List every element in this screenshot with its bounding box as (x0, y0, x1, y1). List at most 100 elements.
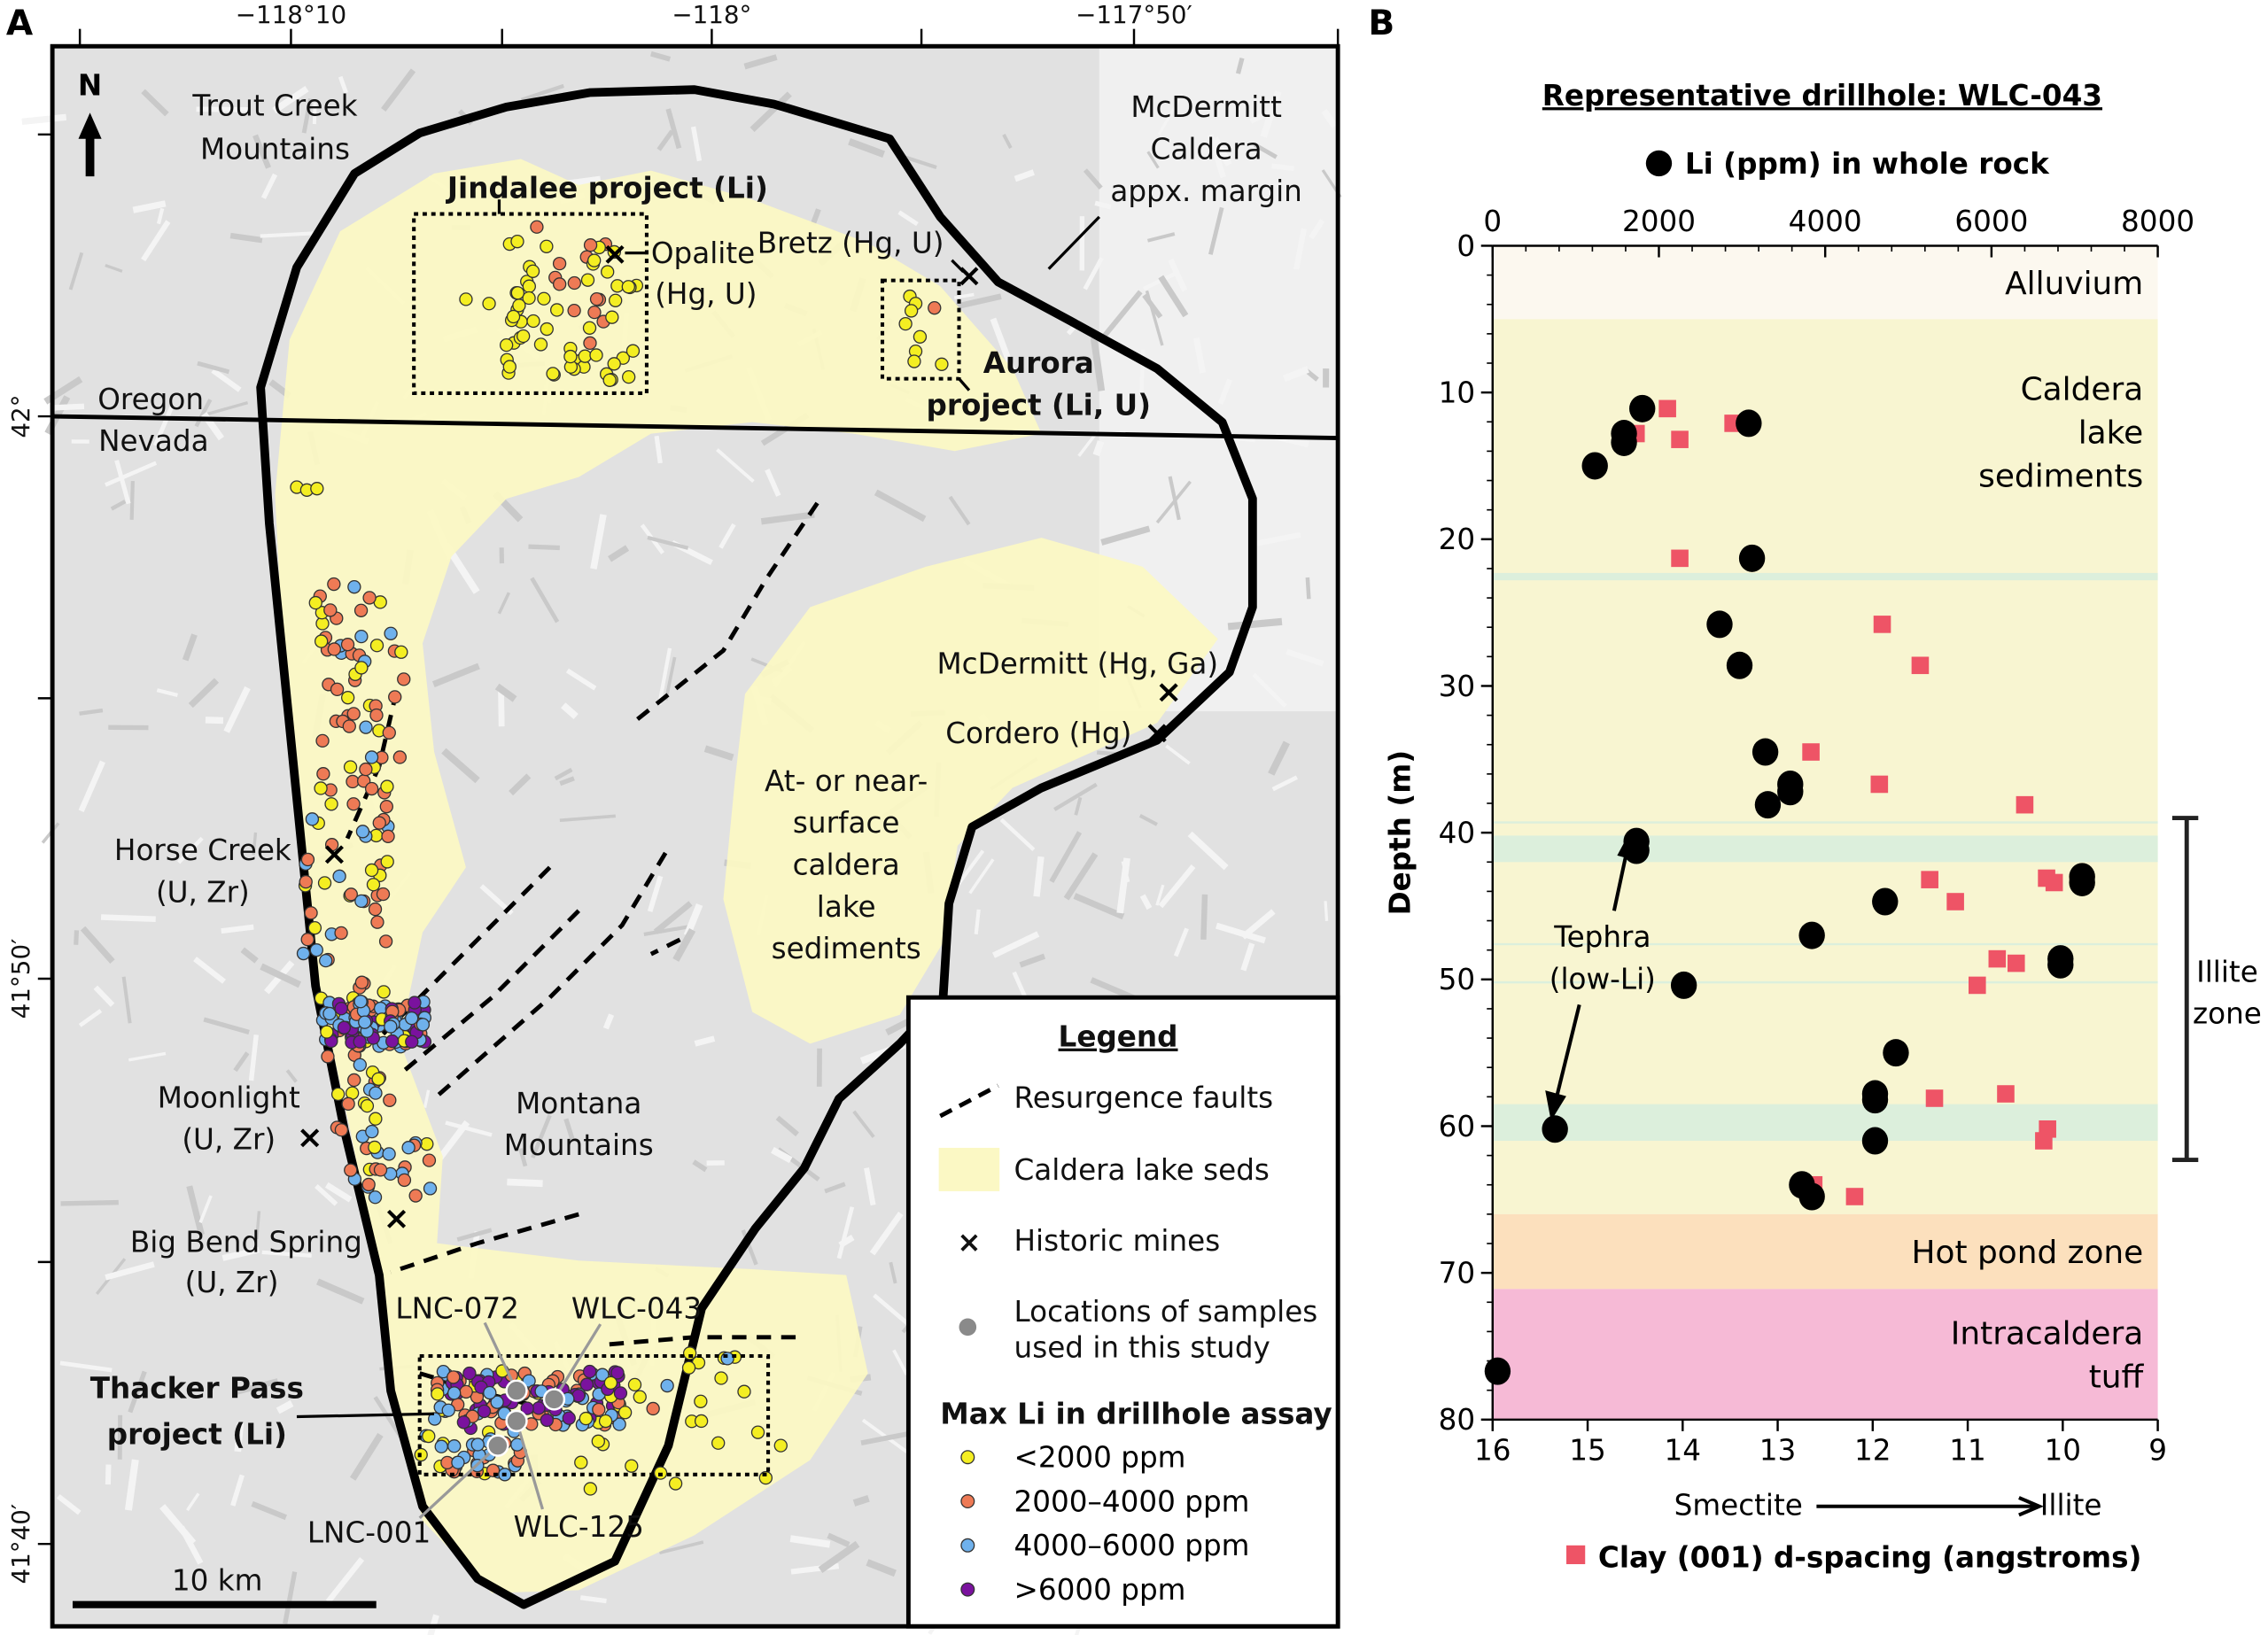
lake-seds-label: sediments (772, 932, 921, 965)
chart-marks (1484, 394, 2095, 1385)
hillshade-stroke (276, 1399, 294, 1414)
mine-moonlight-icon: × (297, 1120, 323, 1156)
clay-legend-marker (1566, 1545, 1586, 1565)
hillshade-stroke (836, 1206, 855, 1259)
drillhole-point (737, 1384, 751, 1399)
hillshade-stroke (1254, 531, 1301, 547)
hillshade-stroke (647, 535, 689, 550)
drillhole-point (314, 781, 328, 795)
tephra-band (1492, 572, 2158, 581)
hillshade-stroke (903, 155, 937, 169)
drillhole-point (420, 1136, 434, 1151)
hillshade-stroke (1014, 169, 1035, 182)
montana-label: Montana (516, 1087, 641, 1120)
chart-axes: 0 10 20 30 40 50 60 70 80 0 2000 4000 6000 8000 16 15 14… (1439, 205, 2194, 1467)
hillshade-stroke (1049, 831, 1083, 883)
drillhole-point (334, 926, 348, 941)
hillshade-stroke (827, 1532, 850, 1548)
oregon-nevada-state-line (52, 414, 1339, 440)
mine-mcdermitt-icon: × (1155, 674, 1182, 710)
drillhole-point (668, 1476, 683, 1491)
hillshade-stroke (1101, 290, 1143, 338)
lake-seds-label: lake (817, 890, 876, 924)
map-frame (50, 43, 1340, 1629)
hillshade-stroke (1305, 577, 1311, 600)
drillhole-point (388, 690, 402, 704)
drillhole-point (694, 1414, 709, 1429)
drillhole-point (327, 577, 341, 592)
drillhole-point (621, 369, 636, 384)
drillhole-chart: Representative drillhole: WLC-043 Li (pp… (1384, 79, 2262, 1574)
tephra-arrows (1545, 830, 1639, 1121)
hillshade-stroke (445, 1120, 493, 1137)
drillhole-point (347, 1073, 361, 1088)
hillshade-stroke (110, 500, 127, 511)
y-tick-label: 10 (1439, 376, 1476, 410)
hillshade-stroke (866, 1559, 897, 1577)
drillhole-point (567, 275, 582, 291)
hillshade-stroke (1216, 922, 1266, 944)
zone-label: Intracaldera (1951, 1316, 2143, 1352)
hillshade-stroke (765, 469, 781, 497)
drillhole-point (589, 291, 604, 306)
drillhole-point (598, 1414, 613, 1429)
hillshade-stroke (177, 836, 204, 864)
hillshade-stroke (114, 460, 131, 505)
li-ppm-point (1861, 1086, 1889, 1114)
drillhole-point (595, 1368, 610, 1382)
clay-d-spacing-point (1671, 549, 1689, 568)
drillhole-point (592, 1402, 606, 1417)
hillshade-stroke (559, 776, 575, 787)
li-ppm-point (1542, 1115, 1568, 1143)
hillshade-stroke (178, 1525, 204, 1565)
li-class-swatch (960, 1538, 975, 1553)
li-ppm-point (1754, 791, 1782, 819)
hillshade-stroke (21, 113, 67, 125)
drillhole-point (587, 253, 602, 267)
drillhole-point (307, 920, 322, 935)
drillhole-point (579, 1377, 594, 1391)
drillhole-point (355, 825, 370, 839)
drillhole-point (365, 1124, 379, 1139)
hillshade-stroke (1063, 852, 1099, 901)
north-label: N (78, 69, 102, 103)
drillhole-point (382, 725, 396, 740)
drillhole-point (378, 934, 393, 949)
drillhole-point (533, 337, 548, 352)
lon-tick-label: −117°50′ (1076, 0, 1192, 29)
drillhole-point (408, 996, 422, 1010)
drillhole-point (447, 1439, 462, 1453)
drillhole-point (408, 1189, 423, 1203)
hillshade-stroke (518, 1148, 528, 1167)
thacker-pass-project-box (417, 1353, 771, 1476)
drillhole-point (371, 1072, 385, 1086)
bottom-tick-label: 11 (1949, 1434, 1986, 1468)
hillshade-stroke (579, 1595, 607, 1604)
hillshade-stroke (1187, 831, 1229, 871)
clay-d-spacing-point (1946, 893, 1964, 910)
hillshade-stroke (194, 399, 213, 428)
drillhole-point (898, 316, 913, 331)
li-ppm-point (1484, 1357, 1511, 1385)
drillhole-point (522, 291, 536, 306)
hillshade-stroke (852, 1110, 875, 1138)
hillshade-stroke (1282, 366, 1309, 383)
drillhole-point (380, 779, 394, 794)
x-axis-label-right: Illite (2040, 1489, 2102, 1523)
hillshade-stroke (1211, 136, 1232, 167)
hillshade-stroke (951, 293, 1002, 311)
hillshade-stroke (1253, 143, 1278, 159)
drillhole-point (510, 286, 525, 300)
drillhole-point (383, 1093, 397, 1107)
hillshade-stroke (1100, 525, 1151, 546)
north-arrow-icon (78, 112, 102, 177)
panel-b-letter: B (1368, 4, 1394, 43)
hillshade-stroke (325, 1557, 365, 1604)
drillhole-point (299, 874, 313, 889)
drillhole-point (364, 781, 379, 796)
hillshade-stroke (656, 129, 674, 151)
hillshade-stroke (654, 435, 663, 464)
hillshade-stroke (1002, 133, 1013, 149)
aurora-label: project (Li, U) (927, 388, 1152, 422)
leader-line (296, 1412, 435, 1419)
